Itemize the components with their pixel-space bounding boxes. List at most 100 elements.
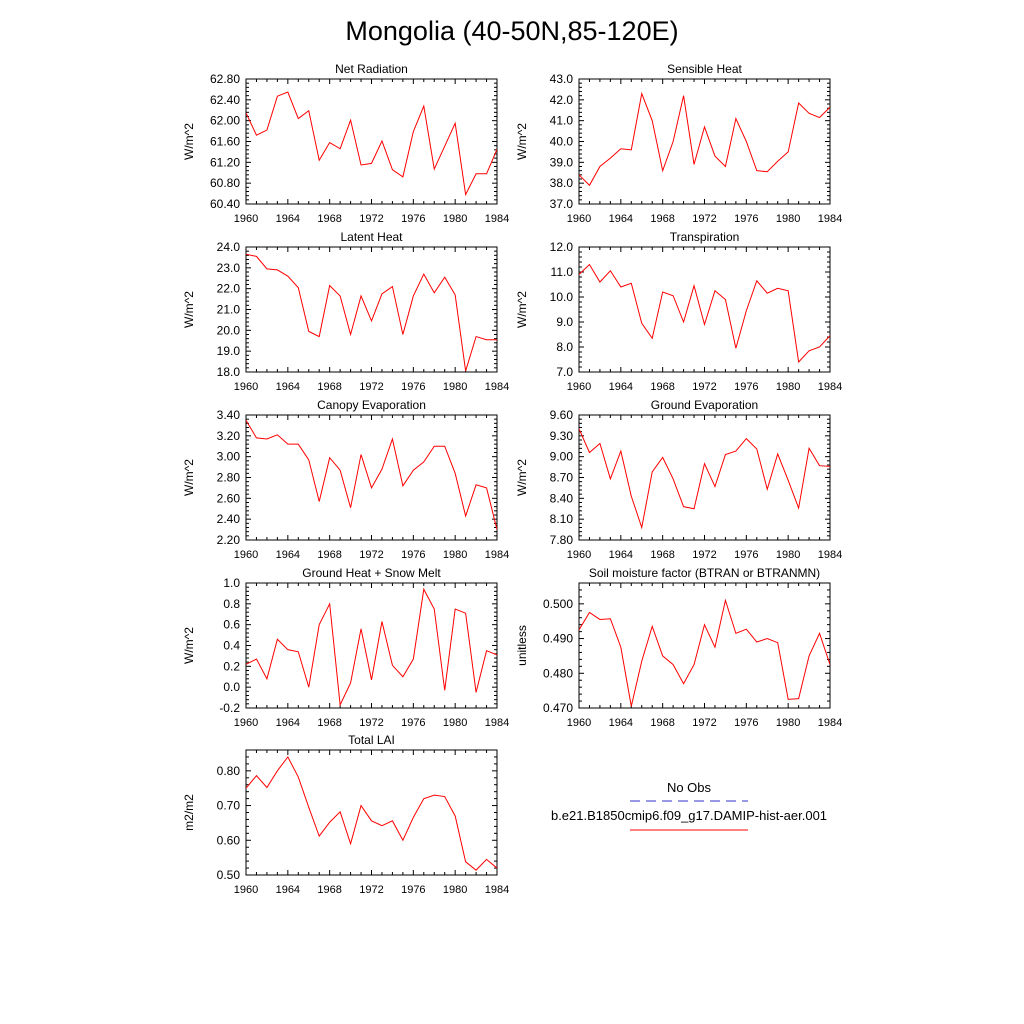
y-tick-label: 7.0 [556,365,573,379]
y-tick-label: 0.2 [223,659,240,673]
y-tick-label: 10.0 [550,290,574,304]
y-tick-label: 9.60 [550,408,574,422]
x-tick-label: 1968 [650,213,674,225]
panel-1: Net Radiation W/m^2 1960 1964 1968 1972 1976 19… [182,62,509,225]
panel-title: Transpiration [670,230,740,244]
series-line [579,598,830,707]
x-tick-label: 1980 [776,381,800,393]
y-tick-label: 23.0 [217,261,241,275]
y-axis-label: W/m^2 [182,291,196,328]
x-tick-label: 1972 [692,717,716,729]
y-tick-label: 18.0 [217,365,241,379]
panel-title: Sensible Heat [667,62,742,76]
panel-title: Canopy Evaporation [317,398,426,412]
y-tick-label: 0.6 [223,618,240,632]
x-tick-label: 1972 [359,381,383,393]
plot-frame [245,749,498,876]
y-tick-label: 0.490 [543,632,573,646]
x-tick-label: 1980 [443,213,467,225]
series-line [579,263,830,364]
y-tick-label: 43.0 [550,72,574,86]
x-tick-label: 1964 [276,717,300,729]
x-tick-label: 1980 [443,381,467,393]
x-tick-label: 1984 [485,381,509,393]
x-tick-label: 1972 [359,549,383,561]
x-tick-label: 1960 [567,717,591,729]
panel-2: Sensible Heat W/m^2 1960 1964 1968 1972 1976 19… [515,62,842,225]
legend-obs-label: No Obs [667,780,712,795]
x-tick-label: 1984 [818,381,842,393]
y-axis-label: m2/m2 [182,794,196,831]
y-tick-label: 2.80 [217,471,241,485]
panel-9: Total LAI m2/m2 1960 1964 1968 1972 1976 1980 19… [182,733,509,896]
panel-3: Latent Heat W/m^2 1960 1964 1968 1972 1976 1980… [182,230,509,393]
x-tick-label: 1960 [234,549,258,561]
y-tick-label: 1.0 [223,576,240,590]
y-tick-label: 3.00 [217,450,241,464]
y-tick-label: 12.0 [550,240,574,254]
y-tick-label: 20.0 [217,323,241,337]
series-line [246,756,497,871]
y-axis-label: W/m^2 [515,459,529,496]
series-line [246,253,497,372]
panel-title: Ground Heat + Snow Melt [302,566,441,580]
x-tick-label: 1980 [776,549,800,561]
panel-title: Net Radiation [335,62,408,76]
y-tick-label: 8.40 [550,491,574,505]
plot-frame [245,246,498,373]
x-tick-label: 1984 [485,213,509,225]
x-tick-label: 1960 [234,884,258,896]
x-tick-label: 1972 [359,717,383,729]
y-tick-label: 9.0 [556,315,573,329]
x-tick-label: 1960 [567,381,591,393]
y-tick-label: 19.0 [217,344,241,358]
x-tick-label: 1980 [443,549,467,561]
panels-group: Net Radiation W/m^2 1960 1964 1968 1972 1976 19… [182,62,842,896]
series-line [579,428,830,530]
panel-title: Ground Evaporation [651,398,758,412]
x-tick-label: 1980 [443,717,467,729]
y-tick-label: 61.20 [210,155,240,169]
plot-frame [245,414,498,541]
y-tick-label: 62.00 [210,114,240,128]
y-axis-label: unitless [515,625,529,666]
y-tick-label: 62.80 [210,72,240,86]
x-tick-label: 1972 [359,213,383,225]
x-tick-label: 1968 [317,213,341,225]
y-tick-label: 0.80 [217,764,241,778]
y-tick-label: 0.480 [543,666,573,680]
y-tick-label: 40.0 [550,135,574,149]
y-tick-label: 8.0 [556,340,573,354]
x-tick-label: 1976 [734,717,758,729]
y-tick-label: 0.70 [217,799,241,813]
y-tick-label: 11.0 [551,265,574,279]
x-tick-label: 1976 [401,213,425,225]
plot-frame [578,78,831,205]
x-tick-label: 1972 [359,884,383,896]
y-tick-label: 60.40 [210,197,240,211]
plot-frame [245,78,498,205]
x-tick-label: 1964 [609,213,633,225]
y-tick-label: 38.0 [550,176,574,190]
x-tick-label: 1960 [567,549,591,561]
panel-5: Canopy Evaporation W/m^2 1960 1964 1968 1972 1… [182,398,509,561]
series-line [246,91,497,197]
y-tick-label: 0.4 [223,639,240,653]
x-tick-label: 1968 [317,381,341,393]
x-tick-label: 1984 [818,717,842,729]
x-tick-label: 1984 [818,549,842,561]
x-tick-label: 1972 [692,213,716,225]
y-tick-label: 0.500 [543,597,573,611]
panel-title: Soil moisture factor (BTRAN or BTRANMN) [589,566,820,580]
plot-frame [578,414,831,541]
y-tick-label: 7.80 [550,533,574,547]
x-tick-label: 1964 [609,549,633,561]
x-tick-label: 1964 [609,717,633,729]
x-tick-label: 1968 [650,549,674,561]
x-tick-label: 1968 [317,549,341,561]
y-tick-label: 2.60 [217,491,241,505]
x-tick-label: 1976 [734,549,758,561]
y-tick-label: 37.0 [550,197,574,211]
